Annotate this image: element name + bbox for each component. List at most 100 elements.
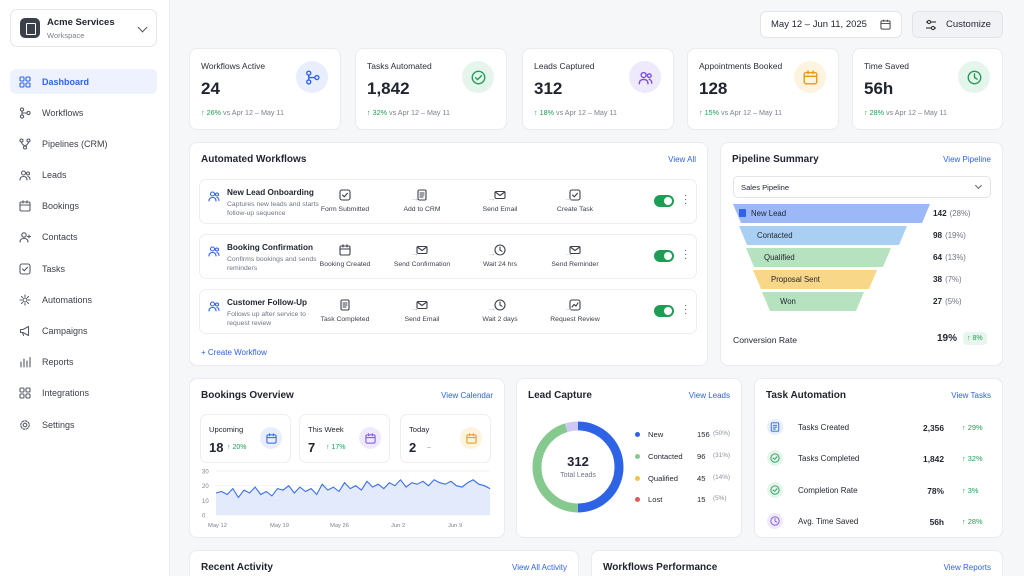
workflow-toggle[interactable] — [654, 305, 674, 317]
pipeline-select[interactable]: Sales Pipeline — [733, 176, 991, 198]
booking-card-value: 18 — [209, 440, 224, 455]
task-metric-label: Tasks Created — [798, 423, 850, 432]
sidebar-item-dashboard[interactable]: Dashboard — [10, 69, 157, 94]
booking-card-delta: ↑ 17% — [326, 444, 346, 451]
check-circle-icon — [770, 485, 780, 495]
x-tick-label: Jun 9 — [448, 523, 462, 529]
more-vertical-icon[interactable]: · · · — [684, 190, 688, 209]
task-metric-icon-badge — [767, 450, 783, 466]
checkbox-icon — [569, 189, 581, 201]
step-icon-wrap — [339, 298, 351, 311]
workflow-step: Add to CRM — [387, 188, 457, 213]
sidebar-item-automations[interactable]: Automations — [10, 287, 157, 312]
workflow-description: Follows up after service to request revi… — [227, 311, 306, 327]
more-vertical-icon[interactable]: · · · — [684, 245, 688, 264]
bookings-chart: 0 10 20 30 May 12 May 19 May 26 Jun 2 Jun 9 — [202, 470, 491, 529]
create-workflow-link[interactable]: + Create Workflow — [201, 348, 267, 357]
stat-delta: ↑ 32% vs Apr 12 – May 11 — [367, 108, 450, 117]
legend-value: 45 — [697, 474, 706, 483]
calendar-icon — [465, 432, 477, 444]
stat-delta-percent: ↑ 32% — [367, 108, 387, 117]
workflow-toggle[interactable] — [654, 195, 674, 207]
task-metric-value: 78% — [927, 486, 944, 496]
booking-summary-card[interactable]: This Week 7 ↑ 17% — [299, 414, 390, 463]
step-icon-wrap — [339, 243, 351, 256]
sidebar-item-pipelines-crm[interactable]: Pipelines (CRM) — [10, 131, 157, 156]
arrow-right-icon: → — [487, 248, 496, 258]
funnel-stage-value: 142 (28%) — [933, 209, 970, 218]
view-pipeline-link[interactable]: View Pipeline — [943, 155, 991, 164]
mail-icon — [494, 190, 506, 200]
customize-button[interactable]: Customize — [912, 11, 1003, 38]
donut-slice[interactable] — [532, 421, 624, 513]
sidebar-item-reports[interactable]: Reports — [10, 350, 157, 375]
workflow-step: Form Submitted — [310, 188, 380, 213]
funnel-stage-value: 27 (5%) — [933, 297, 962, 306]
workflow-row[interactable]: Booking Confirmation Confirms bookings an… — [199, 234, 697, 279]
sliders-icon — [926, 19, 936, 31]
sidebar-item-leads[interactable]: Leads — [10, 163, 157, 188]
card-title: Pipeline Summary — [732, 154, 819, 165]
calendar-icon-wrap — [19, 200, 31, 212]
workflow-description: Captures new leads and starts follow-up … — [227, 201, 319, 217]
view-reports-link[interactable]: View Reports — [943, 563, 991, 572]
view-calendar-link[interactable]: View Calendar — [441, 391, 493, 400]
chevron-down-icon — [974, 181, 983, 190]
legend-label: New — [648, 430, 664, 439]
workflow-toggle[interactable] — [654, 250, 674, 262]
workflow-row[interactable]: Customer Follow-Up Follows up after servi… — [199, 289, 697, 334]
pipeline-summary-card: Pipeline Summary View Pipeline Sales Pip… — [720, 142, 1003, 366]
booking-summary-card[interactable]: Upcoming 18 ↑ 20% — [200, 414, 291, 463]
calendar-icon — [364, 432, 376, 444]
task-metric-label: Avg. Time Saved — [798, 517, 859, 526]
donut-total: 312 — [567, 454, 589, 469]
stat-title: Workflows Active — [201, 61, 266, 71]
sidebar-item-label: Dashboard — [42, 76, 90, 87]
workflow-row[interactable]: New Lead Onboarding Captures new leads an… — [199, 179, 697, 224]
funnel-stage-label: Won — [780, 297, 796, 306]
sidebar-item-integrations[interactable]: Integrations — [10, 381, 157, 406]
arrow-right-icon: → — [410, 193, 419, 203]
automated-workflows-card: Automated Workflows View All New Lead On… — [189, 142, 708, 366]
date-range-picker[interactable]: May 12 – Jun 11, 2025 — [760, 11, 902, 38]
stat-compare: vs Apr 12 – May 11 — [885, 108, 947, 117]
donut-slice[interactable] — [532, 421, 624, 513]
workflow-step-label: Create Task — [556, 206, 594, 213]
sidebar-item-workflows[interactable]: Workflows — [10, 100, 157, 125]
stat-delta-percent: ↑ 28% — [864, 108, 884, 117]
stat-card: Leads Captured 312 ↑ 18% vs Apr 12 – May 1… — [522, 48, 674, 130]
booking-card-delta: ↑ 20% — [227, 444, 247, 451]
date-range-label: May 12 – Jun 11, 2025 — [771, 19, 867, 30]
funnel-stage[interactable]: Proposal Sent — [753, 270, 877, 289]
checkbox-icon — [339, 189, 351, 201]
funnel-stage[interactable]: New Lead — [733, 204, 930, 223]
more-vertical-icon[interactable]: · · · — [684, 300, 688, 319]
step-icon-wrap — [494, 243, 506, 256]
task-metric-icon-badge — [767, 482, 783, 498]
funnel-stage[interactable]: Contacted — [739, 226, 907, 245]
pipeline-icon-wrap — [19, 138, 31, 150]
booking-summary-card[interactable]: Today 2 – — [400, 414, 491, 463]
view-tasks-link[interactable]: View Tasks — [951, 391, 991, 400]
workspace-switcher[interactable]: Acme Services Workspace — [10, 9, 157, 47]
view-leads-link[interactable]: View Leads — [688, 391, 730, 400]
sidebar-item-bookings[interactable]: Bookings — [10, 194, 157, 219]
sidebar-item-settings[interactable]: Settings — [10, 412, 157, 437]
workflow-step-label: Send Reminder — [551, 261, 599, 268]
funnel-stage-percent: (19%) — [945, 231, 966, 240]
stat-icon-badge — [794, 61, 826, 93]
gear-icon-wrap — [19, 419, 31, 431]
sidebar-item-contacts[interactable]: Contacts — [10, 225, 157, 250]
mail-icon — [569, 245, 581, 255]
folder-icon — [739, 209, 746, 217]
x-tick-label: May 19 — [270, 523, 289, 529]
sidebar-item-campaigns[interactable]: Campaigns — [10, 319, 157, 344]
funnel-stage[interactable]: Won — [762, 292, 864, 311]
stat-title: Tasks Automated — [367, 61, 432, 71]
sidebar-item-tasks[interactable]: Tasks — [10, 256, 157, 281]
funnel-stage[interactable]: Qualified — [746, 248, 891, 267]
sidebar-item-label: Bookings — [42, 201, 80, 212]
view-all-link[interactable]: View All — [668, 155, 696, 164]
booking-card-icon-badge — [359, 427, 381, 449]
view-all-activity-link[interactable]: View All Activity — [512, 563, 567, 572]
